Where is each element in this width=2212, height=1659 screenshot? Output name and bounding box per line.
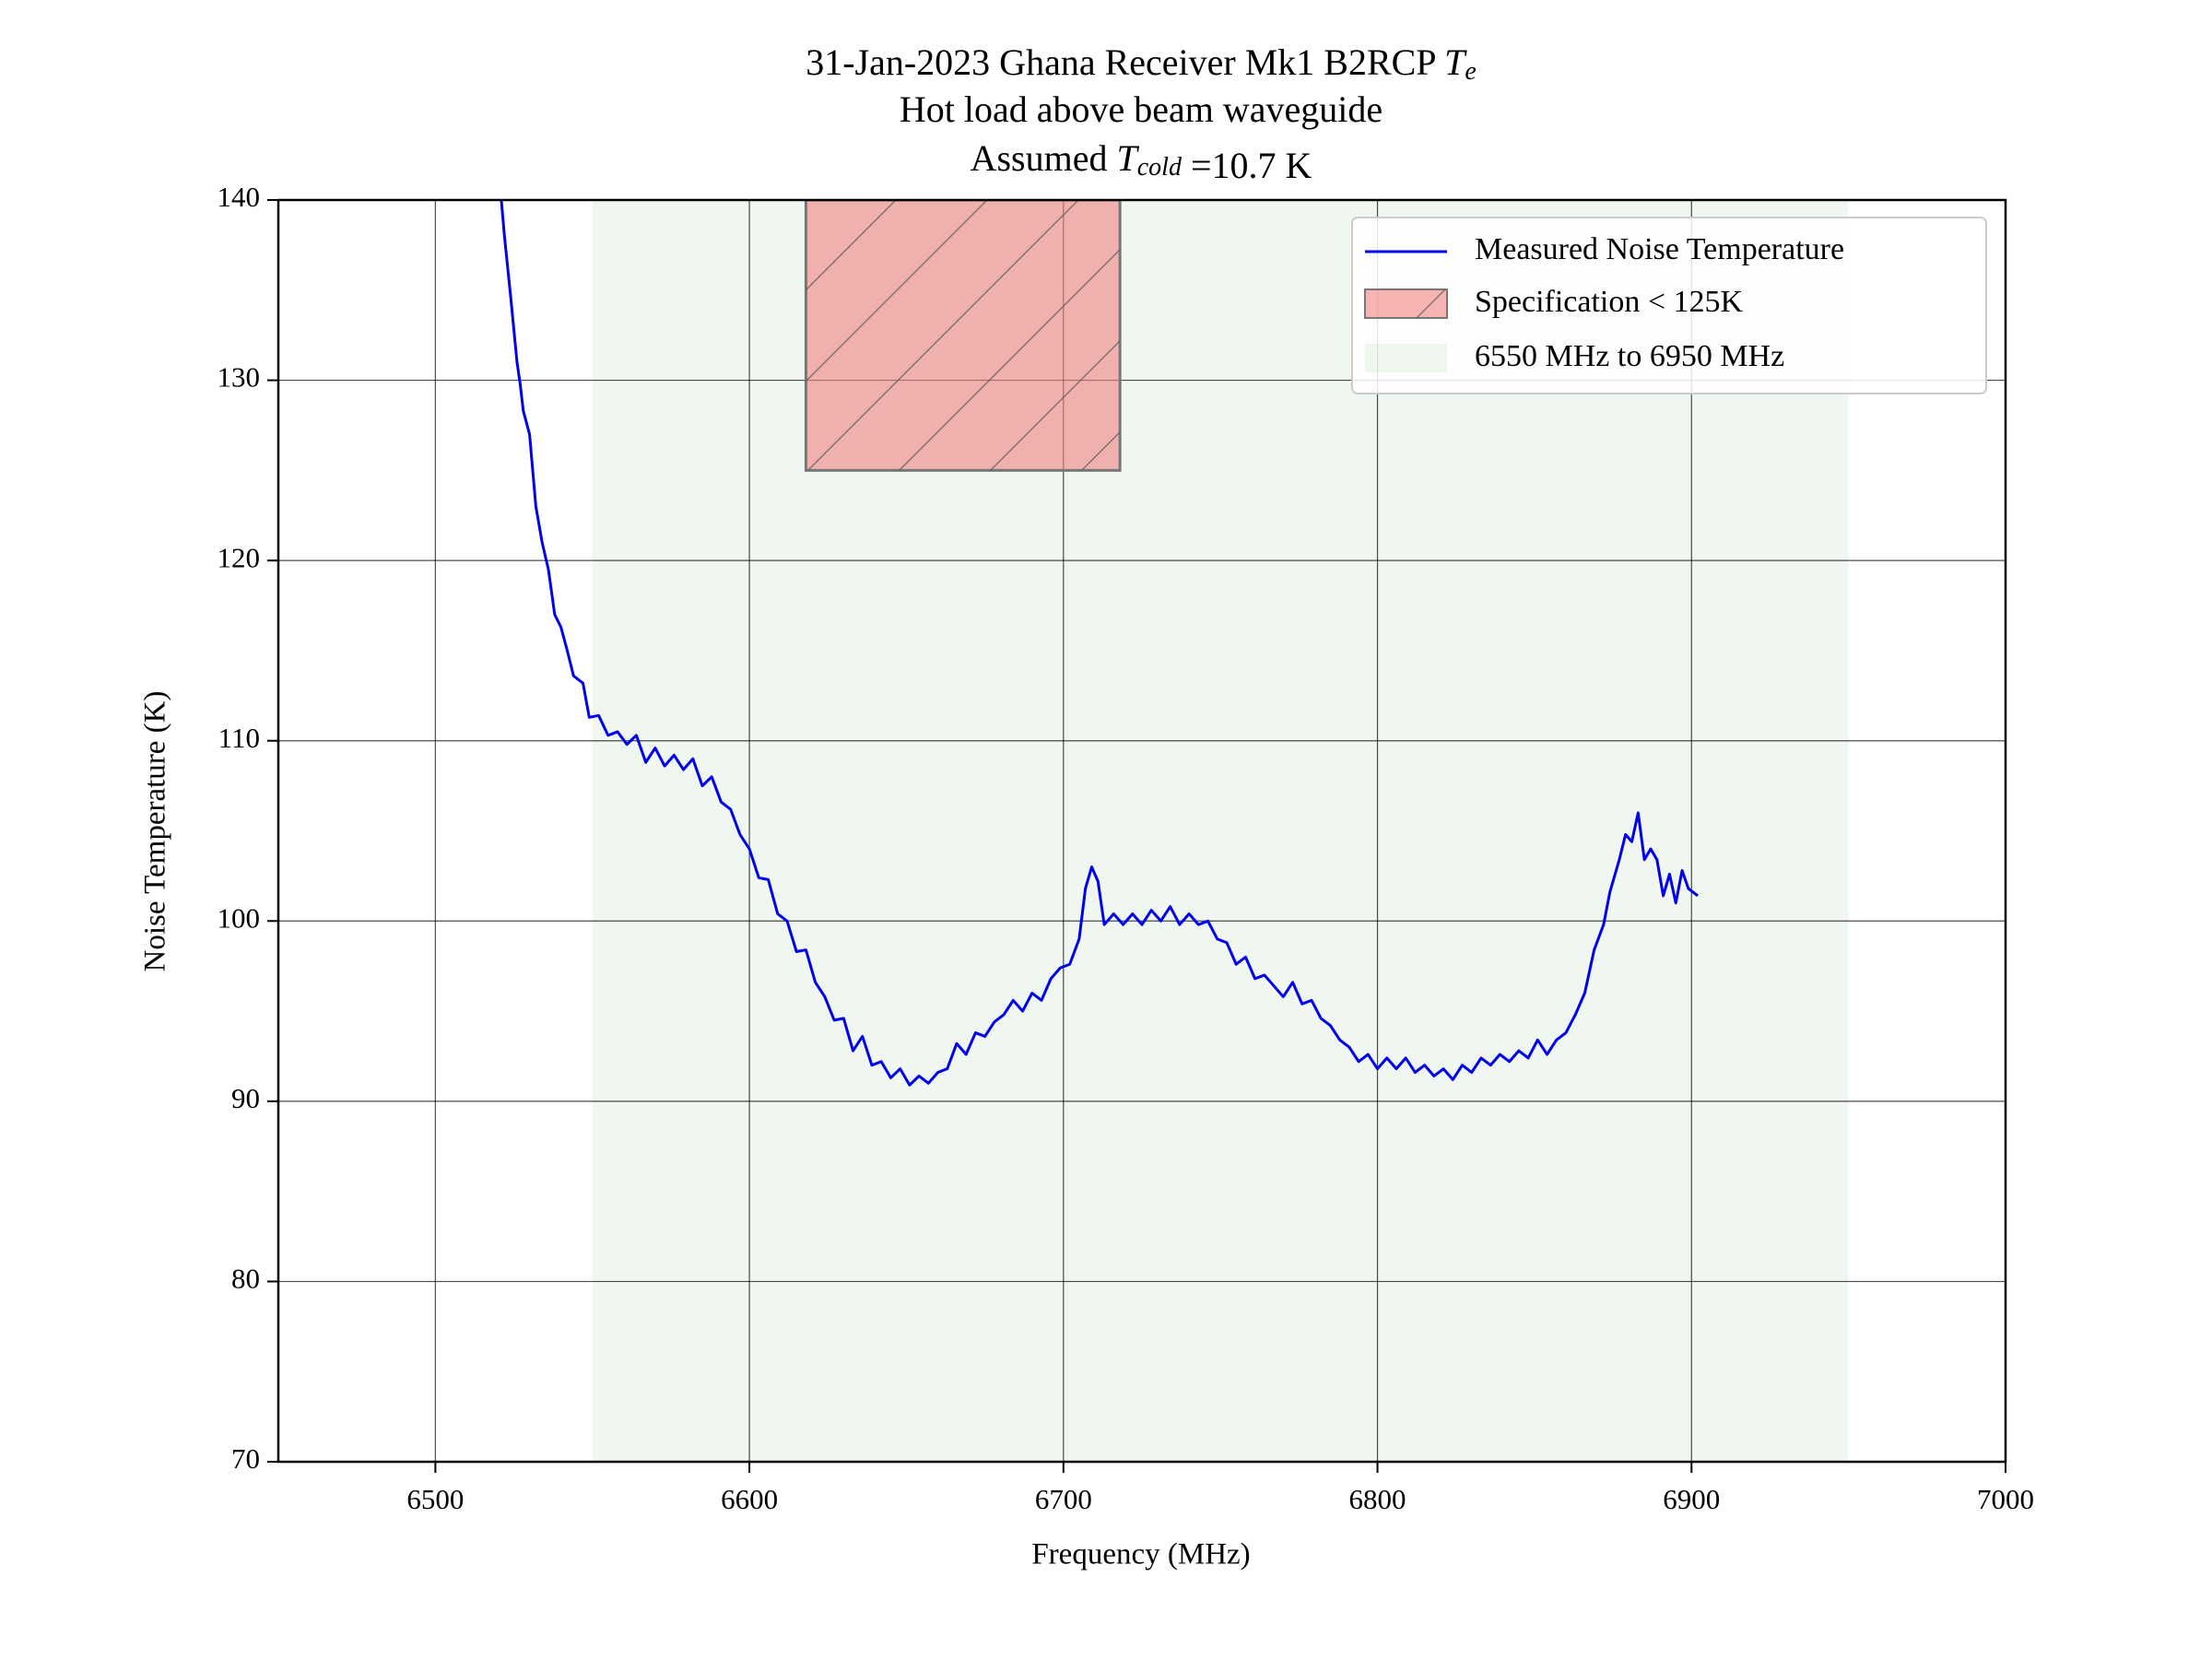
y-tick-label: 90 [231, 1082, 260, 1114]
title-subscript: cold [1137, 153, 1182, 182]
y-tick-label: 80 [231, 1263, 260, 1295]
x-tick-label: 6600 [721, 1483, 778, 1515]
legend-swatch-hatch [1365, 289, 1447, 318]
title-text: Assumed [971, 137, 1117, 179]
chart-title: Hot load above beam waveguide [900, 88, 1382, 130]
y-axis-label: Noise Temperature (K) [139, 691, 172, 972]
title-text: =10.7 K [1182, 145, 1312, 186]
chart-title: 31-Jan-2023 Ghana Receiver Mk1 B2RCP Te [806, 41, 1477, 86]
legend: Measured Noise Temperature Specification … [1351, 217, 1987, 394]
chart-title: Assumed Tcold =10.7 K [971, 137, 1312, 186]
x-tick-label: 6700 [1035, 1483, 1092, 1515]
x-tick-label: 6800 [1349, 1483, 1406, 1515]
y-tick-label: 70 [231, 1442, 260, 1475]
legend-label: 6550 MHz to 6950 MHz [1475, 339, 1784, 373]
x-axis-label: Frequency (MHz) [1031, 1538, 1250, 1571]
y-tick-label: 140 [218, 181, 261, 213]
title-subscript: e [1465, 57, 1476, 86]
title-text: Hot load above beam waveguide [900, 88, 1382, 130]
title-text: 31-Jan-2023 Ghana Receiver Mk1 B2RCP [806, 41, 1444, 83]
axes-frame [276, 198, 2007, 1464]
y-tick-label: 100 [218, 901, 261, 934]
legend-label: Measured Noise Temperature [1475, 232, 1844, 266]
legend-box [1351, 217, 1987, 394]
title-variable: T [1116, 137, 1139, 179]
specification-hatch [806, 200, 1121, 471]
legend-label: Specification < 125K [1475, 285, 1744, 319]
y-tick-label: 120 [218, 541, 261, 573]
y-tick-label: 110 [218, 722, 260, 754]
x-tick-label: 7000 [1977, 1483, 2034, 1515]
title-variable: T [1444, 41, 1467, 83]
y-tick-label: 130 [218, 361, 261, 394]
plot-area [278, 200, 2006, 1462]
axes: 6500 6600 6700 6800 6900 7000 70 80 90 100 110 120 1… [218, 181, 2035, 1515]
x-tick-label: 6900 [1663, 1483, 1720, 1515]
x-tick-label: 6500 [406, 1483, 464, 1515]
series-line [500, 200, 1700, 1087]
legend-swatch [1365, 344, 1447, 372]
